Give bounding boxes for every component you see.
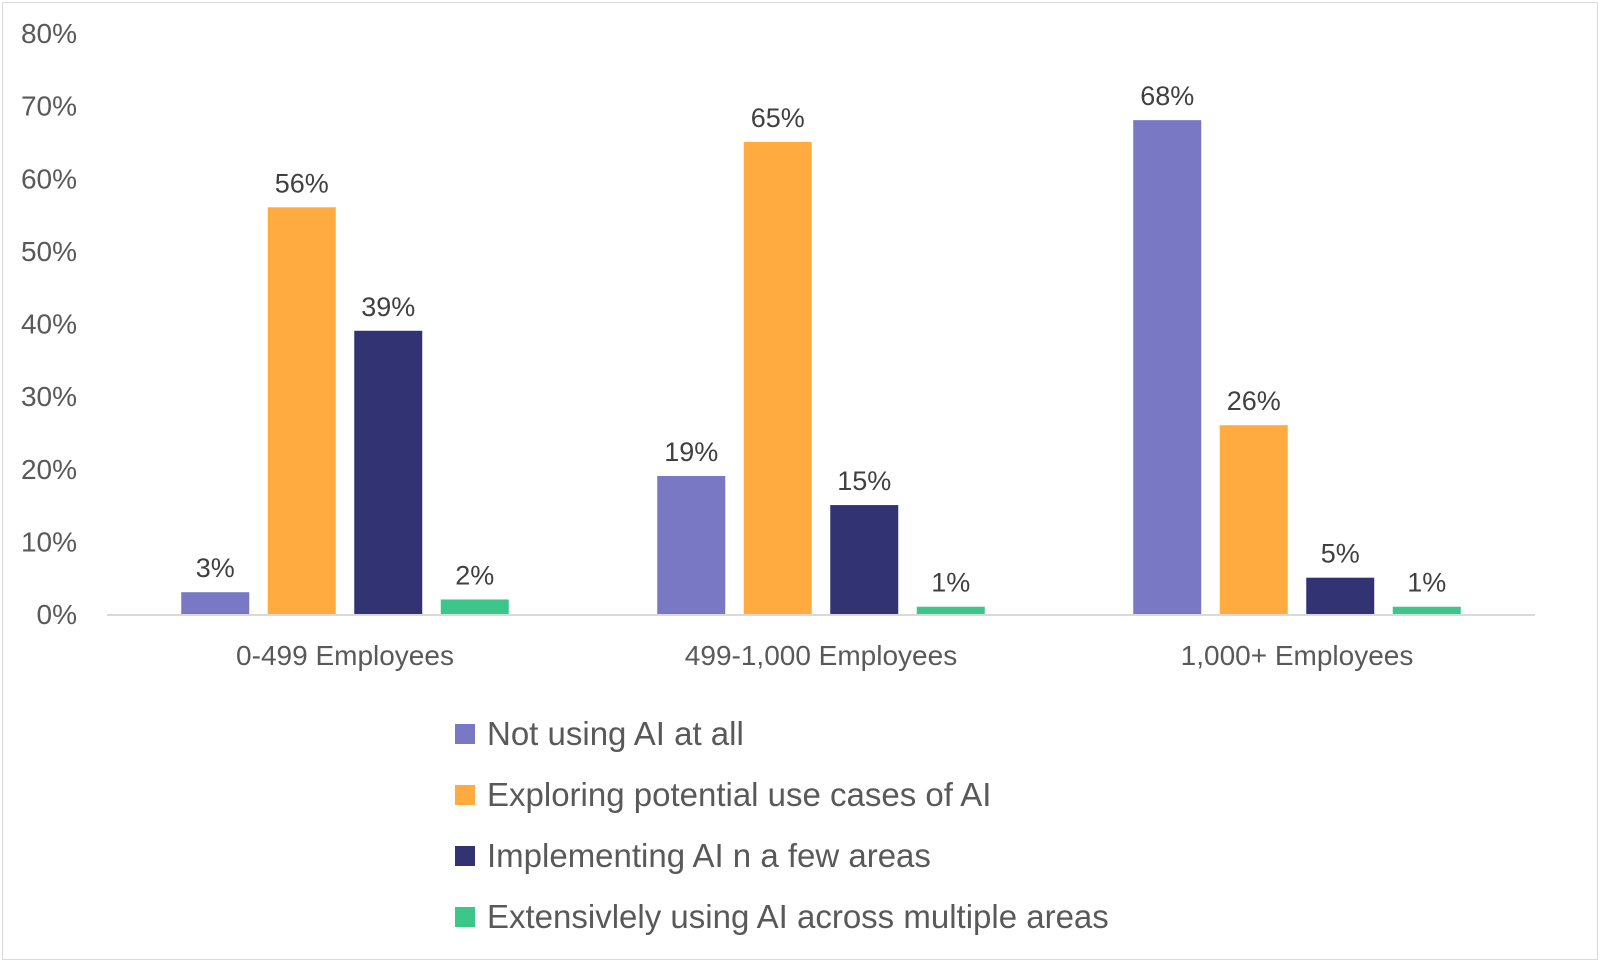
- bar: [1219, 425, 1288, 614]
- legend-label: Extensivlely using AI across multiple ar…: [487, 897, 1109, 935]
- bar: [830, 505, 899, 614]
- x-category-label: 1,000+ Employees: [1181, 640, 1414, 671]
- bar: [743, 141, 812, 614]
- data-label: 26%: [1227, 386, 1281, 416]
- x-axis: 0-499 Employees 499-1,000 Employees 1,000+…: [236, 640, 1413, 671]
- legend-swatch: [455, 784, 475, 805]
- bar: [354, 330, 423, 614]
- data-label: 39%: [361, 292, 415, 322]
- data-label: 68%: [1140, 81, 1194, 111]
- y-tick-label: 60%: [21, 163, 77, 194]
- legend-swatch: [455, 723, 475, 744]
- legend-item: Extensivlely using AI across multiple ar…: [455, 886, 1109, 947]
- y-tick-label: 40%: [21, 309, 77, 340]
- legend-item: Exploring potential use cases of AI: [455, 764, 1109, 825]
- data-label: 65%: [751, 103, 805, 133]
- bar: [657, 476, 726, 614]
- bar-chart: 0% 10% 20% 30% 40% 50% 60% 70% 80% 3% 56% 39% 2% 19%…: [21, 18, 1535, 671]
- bar: [1392, 606, 1461, 614]
- y-axis: 0% 10% 20% 30% 40% 50% 60% 70% 80%: [21, 18, 77, 630]
- legend-label: Exploring potential use cases of AI: [487, 775, 992, 813]
- y-tick-label: 70%: [21, 91, 77, 122]
- data-labels: 3% 56% 39% 2% 19% 65% 15% 1% 68% 26% 5% 1%: [196, 81, 1447, 598]
- y-tick-label: 50%: [21, 236, 77, 267]
- bar: [440, 599, 509, 614]
- y-tick-label: 30%: [21, 381, 77, 412]
- bar: [1306, 577, 1375, 614]
- data-label: 1%: [1407, 568, 1446, 598]
- legend-swatch: [455, 906, 475, 927]
- legend: Not using AI at all Exploring potential u…: [455, 703, 1109, 947]
- legend-item: Not using AI at all: [455, 703, 1109, 764]
- x-category-label: 0-499 Employees: [236, 640, 454, 671]
- data-label: 2%: [455, 560, 494, 590]
- data-label: 19%: [664, 437, 718, 467]
- bars: [181, 120, 1461, 615]
- y-tick-label: 80%: [21, 18, 77, 49]
- y-tick-label: 0%: [37, 599, 77, 630]
- data-label: 56%: [275, 168, 329, 198]
- data-label: 5%: [1321, 539, 1360, 569]
- legend-label: Not using AI at all: [487, 714, 744, 752]
- legend-item: Implementing AI n a few areas: [455, 825, 1109, 886]
- legend-label: Implementing AI n a few areas: [487, 836, 931, 874]
- bar: [1133, 120, 1202, 615]
- legend-swatch: [455, 845, 475, 866]
- bar: [267, 207, 336, 615]
- bar: [916, 606, 985, 614]
- data-label: 15%: [837, 466, 891, 496]
- data-label: 1%: [931, 568, 970, 598]
- y-tick-label: 10%: [21, 526, 77, 557]
- y-tick-label: 20%: [21, 454, 77, 485]
- x-category-label: 499-1,000 Employees: [685, 640, 957, 671]
- data-label: 3%: [196, 553, 235, 583]
- bar: [181, 592, 250, 614]
